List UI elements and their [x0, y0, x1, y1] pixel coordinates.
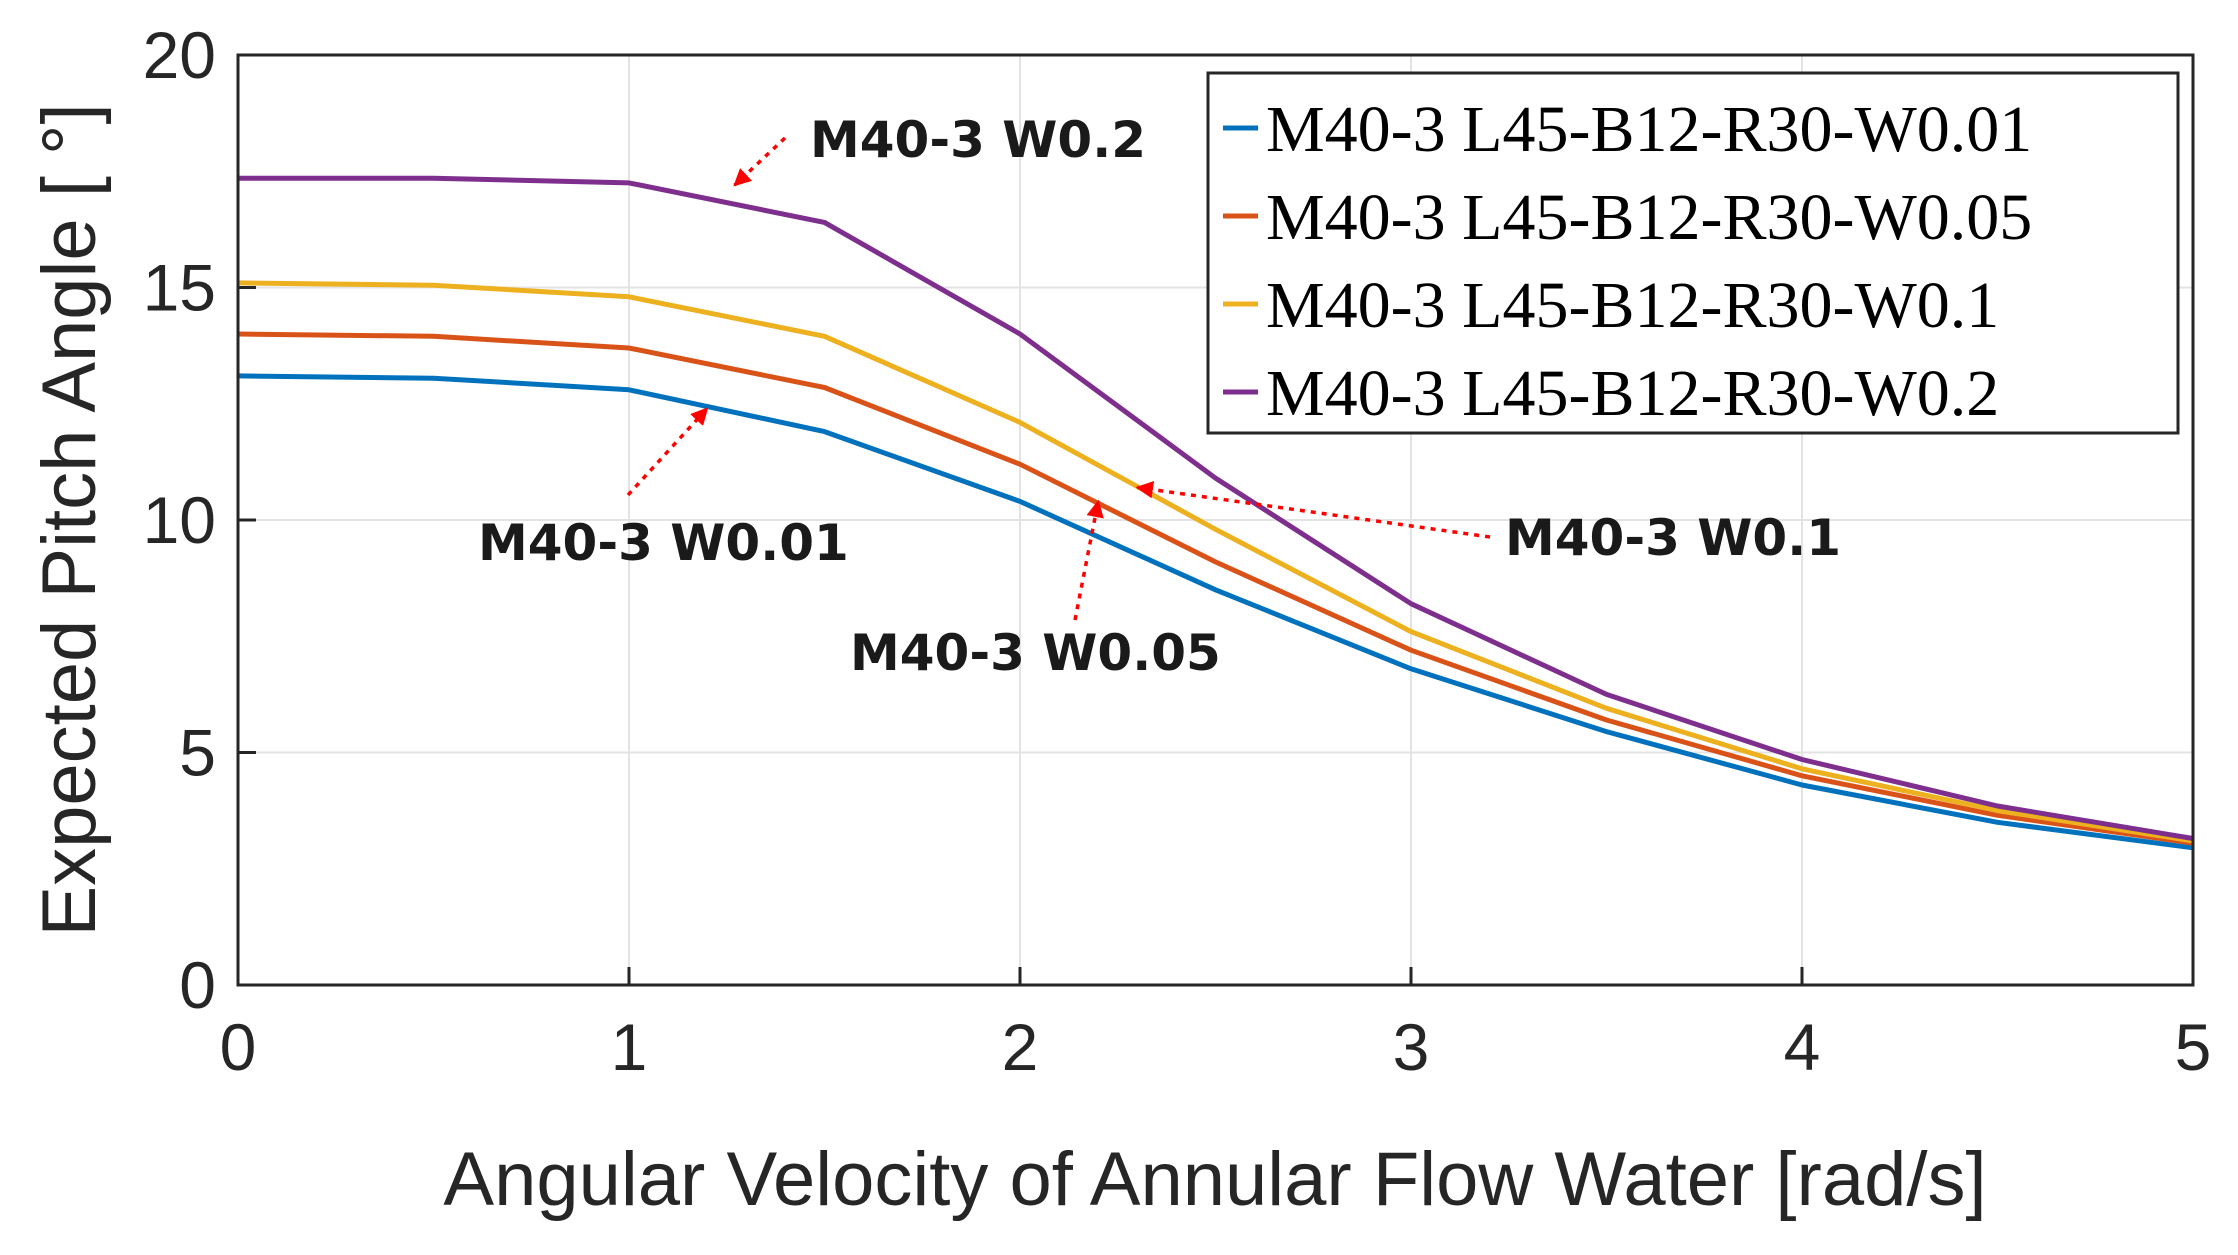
axis-ticks: 0 1 2 3 4 5 0 5 10 15 20: [143, 18, 2212, 1084]
x-tick-label-2: 2: [1002, 1010, 1039, 1084]
y-axis-title: Expected Pitch Angle [ °]: [27, 103, 112, 936]
legend-label-3: M40-3 L45-B12-R30-W0.2: [1266, 357, 1999, 430]
legend-label-0: M40-3 L45-B12-R30-W0.01: [1266, 93, 2032, 166]
annotation-arrow-2: [1135, 480, 1491, 539]
x-tick-label-4: 4: [1784, 1010, 1821, 1084]
x-axis-title: Angular Velocity of Annular Flow Water […: [443, 1137, 1986, 1222]
x-tick-label-3: 3: [1393, 1010, 1430, 1084]
legend-label-2: M40-3 L45-B12-R30-W0.1: [1266, 269, 1999, 342]
legend-box: [1206, 71, 2180, 435]
series-line-0: [237, 373, 2194, 851]
series-line-2: [237, 280, 2194, 844]
annotation-label-1: M40-3 W0.01: [478, 514, 849, 572]
x-tick-label-1: 1: [611, 1010, 648, 1084]
y-tick-label-0: 0: [179, 948, 216, 1022]
legend: M40-3 L45-B12-R30-W0.01 M40-3 L45-B12-R30…: [1206, 71, 2180, 435]
annotation-arrow-1: [626, 407, 709, 497]
annotation-arrow-3: [1073, 499, 1104, 621]
annotation-label-2: M40-3 W0.1: [1505, 509, 1841, 567]
y-tick-label-1: 5: [179, 716, 216, 790]
series-line-3: [238, 175, 2194, 841]
annotation-label-3: M40-3 W0.05: [850, 624, 1221, 682]
y-tick-label-2: 10: [143, 483, 216, 557]
legend-label-1: M40-3 L45-B12-R30-W0.05: [1266, 181, 2032, 254]
y-tick-label-4: 20: [143, 18, 216, 92]
y-tick-label-3: 15: [143, 251, 216, 325]
annotation-label-0: M40-3 W0.2: [810, 111, 1146, 169]
x-tick-label-0: 0: [220, 1010, 257, 1084]
series-line-1: [237, 331, 2194, 846]
series-lines: [237, 175, 2194, 851]
annotation-arrow-0: [733, 136, 787, 187]
annotations: M40-3 W0.2 M40-3 W0.01 M40-3 W0.1 M40-3 W0.…: [478, 111, 1841, 682]
x-tick-label-5: 5: [2175, 1010, 2212, 1084]
